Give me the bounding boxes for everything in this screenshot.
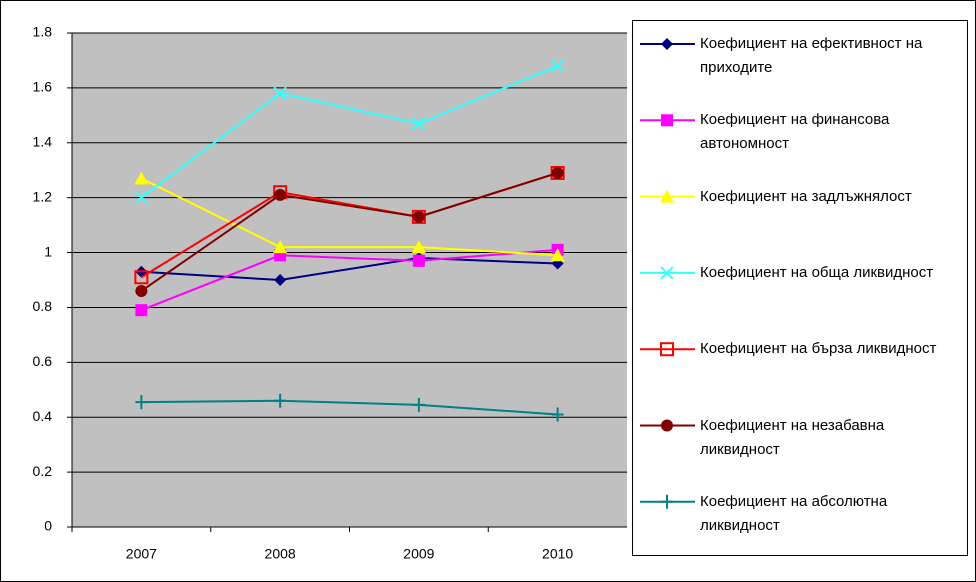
marker xyxy=(134,171,149,185)
marker xyxy=(412,397,425,412)
series-line xyxy=(141,257,558,282)
legend-label: Коефициент на обща ликвидност xyxy=(700,263,934,281)
marker xyxy=(661,38,673,50)
x-tick-label: 2010 xyxy=(542,546,573,562)
marker xyxy=(661,494,673,509)
y-tick-label: 0.6 xyxy=(33,353,53,369)
marker xyxy=(273,86,287,101)
series-line xyxy=(141,399,558,416)
y-tick-label: 0.2 xyxy=(33,463,53,479)
legend-label: Коефициент на бърза ликвидност xyxy=(700,340,937,358)
marker xyxy=(551,407,564,422)
marker xyxy=(550,59,565,73)
series-line xyxy=(140,65,559,199)
x-tick-label: 2007 xyxy=(126,546,157,562)
marker xyxy=(661,114,673,127)
marker xyxy=(412,116,426,131)
legend-box xyxy=(632,20,968,556)
legend-label: Коефициент на абсолютна ликвидност xyxy=(700,492,888,534)
series-line xyxy=(140,172,558,292)
marker xyxy=(411,240,426,254)
marker xyxy=(661,419,673,432)
series-line xyxy=(141,248,558,312)
plot-area xyxy=(72,33,627,527)
y-tick-label: 1.8 xyxy=(33,24,53,40)
marker xyxy=(135,284,148,297)
marker xyxy=(660,266,674,280)
y-tick-label: 1.6 xyxy=(33,79,53,95)
y-tick-label: 0.8 xyxy=(33,298,53,314)
marker xyxy=(135,395,148,410)
marker xyxy=(274,393,287,408)
marker xyxy=(412,210,425,223)
marker xyxy=(274,188,287,201)
y-tick-label: 0.4 xyxy=(33,408,53,424)
marker xyxy=(134,190,149,205)
legend-label: Коефициент на финансова автономност xyxy=(700,111,890,153)
x-tick-label: 2008 xyxy=(265,546,296,562)
marker xyxy=(660,342,674,357)
legend-label: Коефициент на ефективност на приходите xyxy=(700,35,923,76)
marker xyxy=(135,304,148,317)
y-tick-label: 0 xyxy=(44,518,52,534)
series-line xyxy=(140,177,558,257)
y-tick-label: 1.2 xyxy=(33,188,53,204)
marker xyxy=(660,189,674,203)
marker xyxy=(274,274,287,286)
marker xyxy=(412,254,425,267)
marker xyxy=(550,248,565,262)
y-tick-label: 1 xyxy=(44,243,52,259)
marker xyxy=(274,249,287,262)
legend-label: Коефициент на задлъжнялост xyxy=(700,187,912,205)
marker xyxy=(551,166,564,179)
legend-label: Коефициент на незабавна ликвидност xyxy=(700,416,885,458)
y-tick-label: 1.4 xyxy=(33,133,53,149)
marker xyxy=(134,270,149,285)
marker xyxy=(273,240,288,254)
x-tick-label: 2009 xyxy=(403,546,434,562)
